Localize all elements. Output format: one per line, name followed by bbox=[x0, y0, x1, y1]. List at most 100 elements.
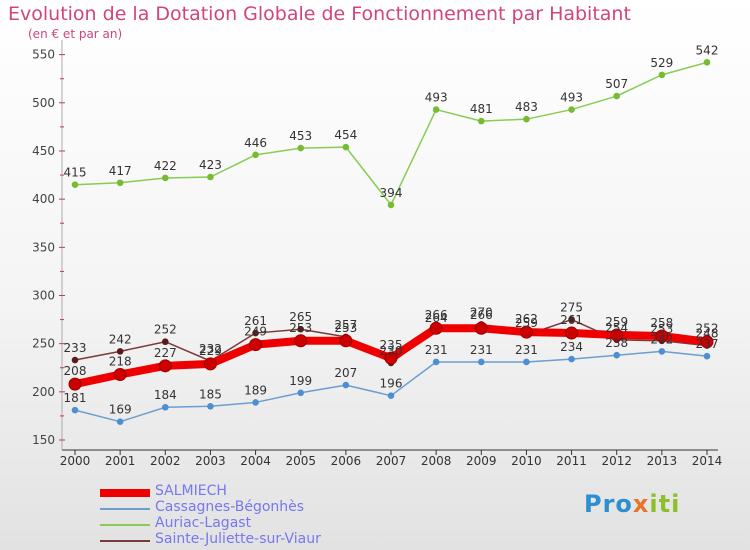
data-label-salmiech: 261 bbox=[560, 313, 583, 327]
data-label-cassagnes-begonhes: 184 bbox=[154, 388, 177, 402]
data-point-sainte-juliette-sur-viaur bbox=[297, 325, 305, 333]
data-point-salmiech bbox=[203, 357, 217, 371]
data-label-auriac-lagast: 394 bbox=[380, 186, 403, 200]
legend-swatch-salmiech bbox=[100, 489, 150, 497]
data-label-sainte-juliette-sur-viaur: 270 bbox=[470, 305, 493, 319]
data-point-salmiech bbox=[429, 321, 443, 335]
chart-title: Evolution de la Dotation Globale de Fonc… bbox=[8, 3, 631, 25]
data-point-salmiech bbox=[519, 325, 533, 339]
x-tick-label: 2010 bbox=[511, 454, 542, 468]
data-label-cassagnes-begonhes: 242 bbox=[650, 332, 673, 346]
data-point-auriac-lagast bbox=[71, 181, 79, 188]
data-point-salmiech bbox=[474, 321, 488, 335]
data-label-auriac-lagast: 481 bbox=[470, 102, 493, 116]
data-point-sainte-juliette-sur-viaur bbox=[568, 316, 575, 323]
data-label-cassagnes-begonhes: 234 bbox=[560, 340, 583, 354]
x-tick-label: 2006 bbox=[331, 454, 362, 468]
data-label-salmiech: 235 bbox=[380, 338, 403, 352]
data-label-cassagnes-begonhes: 189 bbox=[244, 383, 267, 397]
data-point-auriac-lagast bbox=[387, 201, 395, 209]
data-label-cassagnes-begonhes: 185 bbox=[199, 387, 222, 401]
data-labels: 415 417 422 423 446 453 454 394 493 481 483 493 507 5… bbox=[64, 43, 719, 416]
y-tick-label: 250 bbox=[32, 337, 55, 351]
data-label-auriac-lagast: 417 bbox=[109, 164, 132, 178]
data-label-salmiech: 229 bbox=[199, 344, 222, 358]
data-label-sainte-juliette-sur-viaur: 253 bbox=[650, 322, 673, 336]
legend-label-auriac: Auriac-Lagast bbox=[155, 515, 252, 531]
y-tick-label: 200 bbox=[32, 385, 55, 399]
legend-item-auriac: Auriac-Lagast bbox=[100, 515, 400, 533]
y-tick-label: 500 bbox=[32, 96, 55, 110]
data-label-sainte-juliette-sur-viaur: 230 bbox=[380, 344, 403, 358]
data-label-cassagnes-begonhes: 199 bbox=[289, 374, 312, 388]
data-point-cassagnes-begonhes bbox=[523, 358, 530, 366]
data-label-salmiech: 218 bbox=[109, 354, 132, 368]
data-point-salmiech bbox=[700, 335, 714, 349]
y-tick-label: 350 bbox=[32, 240, 55, 254]
data-point-salmiech bbox=[113, 367, 127, 381]
data-label-salmiech: 252 bbox=[696, 322, 719, 336]
x-tick-label: 2005 bbox=[285, 454, 316, 468]
data-label-salmiech: 208 bbox=[64, 364, 87, 378]
data-label-salmiech: 266 bbox=[425, 308, 448, 322]
data-point-salmiech bbox=[294, 334, 308, 348]
data-label-salmiech: 253 bbox=[334, 321, 357, 335]
y-tick-label: 300 bbox=[32, 288, 55, 302]
data-label-cassagnes-begonhes: 231 bbox=[425, 343, 448, 357]
data-point-cassagnes-begonhes bbox=[658, 348, 666, 355]
y-tick-label: 450 bbox=[32, 144, 55, 158]
legend-swatch-cassagnes bbox=[100, 508, 150, 510]
data-label-sainte-juliette-sur-viaur: 252 bbox=[154, 323, 177, 337]
data-point-auriac-lagast bbox=[432, 106, 440, 113]
legend-item-sainte-juliette: Sainte-Juliette-sur-Viaur bbox=[100, 531, 400, 549]
data-point-salmiech bbox=[158, 359, 172, 373]
data-point-salmiech bbox=[68, 377, 82, 391]
data-point-sainte-juliette-sur-viaur bbox=[116, 348, 124, 355]
data-point-cassagnes-begonhes bbox=[342, 381, 350, 389]
data-point-cassagnes-begonhes bbox=[116, 418, 124, 425]
legend-label-salmiech: SALMIECH bbox=[155, 483, 227, 499]
axes: 150 200 250 300 350 400 450 500 550 2000 2001 2002 2… bbox=[32, 40, 722, 468]
data-point-auriac-lagast bbox=[703, 59, 711, 66]
data-point-sainte-juliette-sur-viaur bbox=[71, 356, 79, 364]
data-point-cassagnes-begonhes bbox=[297, 389, 305, 397]
data-point-cassagnes-begonhes bbox=[161, 403, 169, 411]
data-label-cassagnes-begonhes: 231 bbox=[515, 343, 538, 357]
data-label-salmiech: 266 bbox=[470, 308, 493, 322]
data-label-cassagnes-begonhes: 196 bbox=[380, 377, 403, 391]
data-point-cassagnes-begonhes bbox=[568, 355, 575, 363]
data-point-auriac-lagast bbox=[207, 173, 214, 181]
data-point-cassagnes-begonhes bbox=[207, 402, 214, 410]
data-label-auriac-lagast: 415 bbox=[64, 166, 87, 180]
data-label-auriac-lagast: 507 bbox=[605, 77, 628, 91]
data-point-cassagnes-begonhes bbox=[613, 351, 621, 359]
data-point-salmiech bbox=[249, 338, 263, 352]
legend-label-sainte-juliette: Sainte-Juliette-sur-Viaur bbox=[155, 531, 321, 547]
series-layer bbox=[68, 59, 714, 425]
data-label-sainte-juliette-sur-viaur: 257 bbox=[334, 318, 357, 332]
data-label-sainte-juliette-sur-viaur: 233 bbox=[64, 341, 87, 355]
data-point-auriac-lagast bbox=[161, 174, 169, 182]
x-tick-label: 2001 bbox=[105, 454, 136, 468]
logo-part-1: Pro bbox=[584, 490, 633, 518]
data-label-sainte-juliette-sur-viaur: 275 bbox=[560, 301, 583, 315]
data-label-cassagnes-begonhes: 231 bbox=[470, 343, 493, 357]
data-label-salmiech: 227 bbox=[154, 346, 177, 360]
x-tick-label: 2007 bbox=[376, 454, 407, 468]
data-point-cassagnes-begonhes bbox=[387, 392, 395, 399]
data-point-salmiech bbox=[610, 328, 624, 342]
data-point-salmiech bbox=[384, 351, 398, 365]
data-label-auriac-lagast: 483 bbox=[515, 100, 538, 114]
data-point-salmiech bbox=[339, 334, 353, 348]
data-point-auriac-lagast bbox=[342, 143, 350, 151]
data-point-sainte-juliette-sur-viaur bbox=[252, 329, 259, 337]
x-tick-label: 2013 bbox=[647, 454, 678, 468]
data-label-cassagnes-begonhes: 207 bbox=[334, 366, 357, 380]
data-point-auriac-lagast bbox=[116, 179, 124, 187]
data-label-salmiech: 259 bbox=[605, 315, 628, 329]
x-tick-label: 2008 bbox=[421, 454, 452, 468]
data-point-salmiech bbox=[565, 326, 579, 340]
data-point-auriac-lagast bbox=[568, 106, 575, 113]
data-point-auriac-lagast bbox=[297, 144, 305, 152]
logo-part-2: x bbox=[632, 490, 650, 518]
